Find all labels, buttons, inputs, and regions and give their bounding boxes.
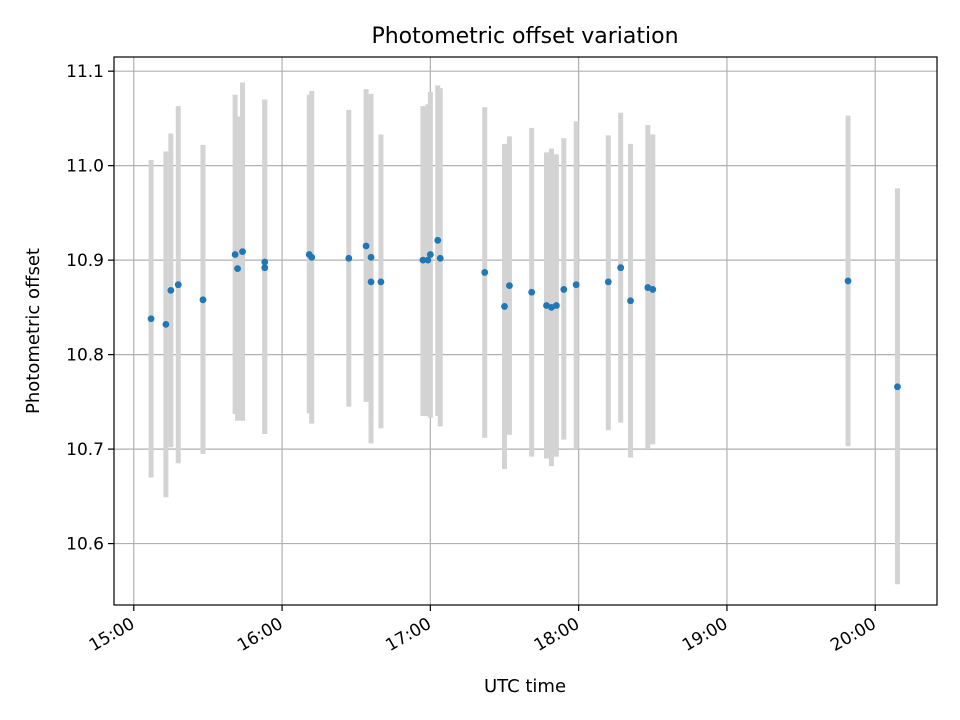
data-point	[426, 251, 434, 258]
data-point	[377, 278, 385, 286]
data-point	[481, 269, 489, 276]
chart-title: Photometric offset variation	[371, 24, 678, 49]
data-point	[604, 278, 612, 286]
data-point	[419, 256, 427, 264]
y-tick-label: 10.6	[66, 535, 104, 555]
data-point	[231, 251, 239, 258]
data-point	[162, 320, 170, 328]
x-axis-label: UTC time	[484, 676, 566, 697]
y-tick-label: 10.7	[66, 440, 104, 460]
data-point	[894, 383, 901, 391]
y-tick-label: 11.0	[66, 157, 104, 177]
data-point	[434, 236, 442, 244]
data-point	[649, 286, 657, 293]
data-point	[501, 303, 508, 310]
data-point	[552, 302, 560, 309]
y-tick-label: 10.9	[66, 251, 104, 271]
data-point	[844, 277, 852, 285]
data-point	[367, 253, 375, 261]
data-point	[424, 256, 432, 264]
y-tick-label: 11.1	[66, 62, 104, 82]
data-point	[147, 315, 155, 323]
data-point	[261, 264, 269, 272]
data-points	[147, 236, 901, 391]
data-point	[572, 281, 580, 289]
data-point	[367, 278, 375, 286]
y-tick-label: 10.8	[66, 346, 104, 366]
data-point	[627, 297, 634, 305]
data-point	[234, 265, 241, 273]
data-point	[167, 286, 175, 294]
data-point	[239, 248, 246, 256]
data-point	[261, 258, 269, 266]
data-point	[345, 254, 353, 262]
data-point	[174, 281, 182, 289]
data-point	[617, 264, 625, 272]
plot-frame	[113, 56, 938, 606]
data-point	[308, 253, 316, 261]
y-axis-label: Photometric offset	[23, 248, 44, 414]
data-point	[506, 282, 513, 290]
data-point	[560, 286, 568, 293]
data-point	[362, 242, 370, 250]
data-point	[436, 254, 444, 262]
data-point	[528, 288, 536, 296]
data-point	[199, 296, 207, 304]
